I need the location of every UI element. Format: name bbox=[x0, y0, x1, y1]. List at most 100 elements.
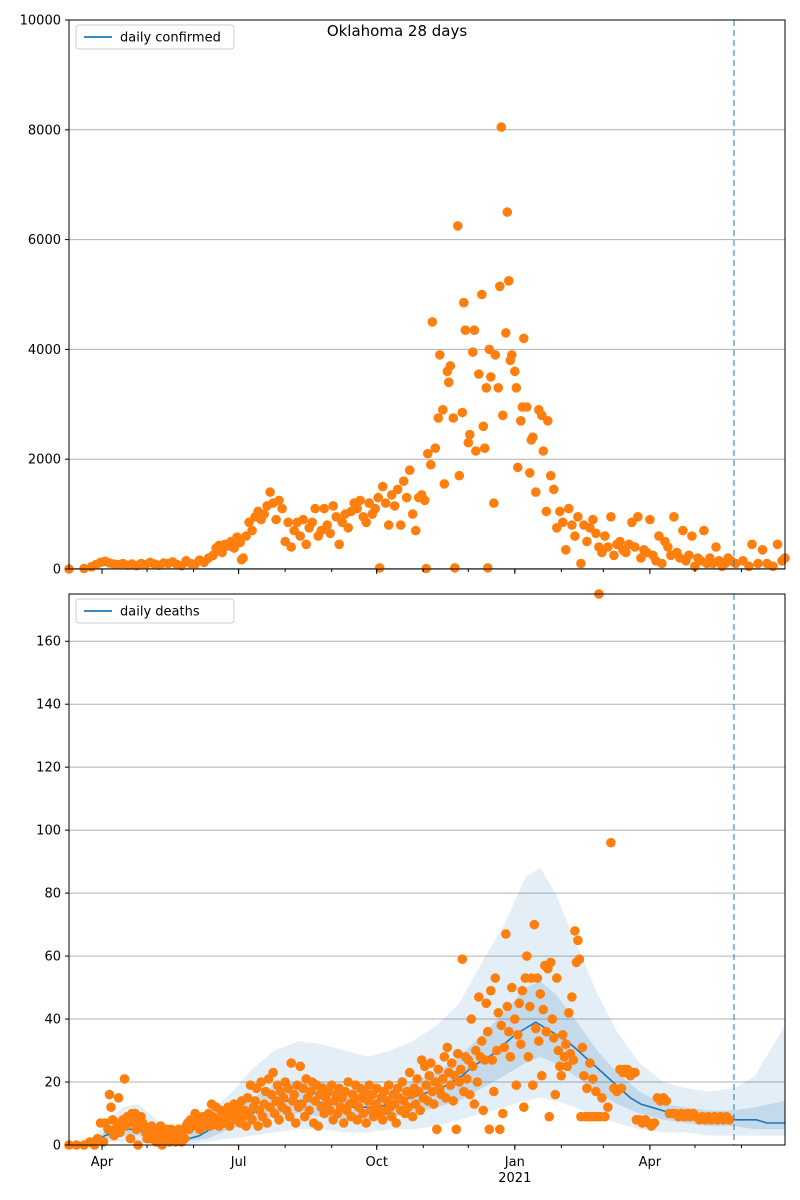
data-point bbox=[305, 1086, 316, 1097]
data-point bbox=[568, 1055, 579, 1065]
data-point bbox=[747, 539, 757, 550]
data-point bbox=[468, 1061, 478, 1072]
data-point bbox=[528, 432, 538, 443]
data-point bbox=[113, 1093, 124, 1103]
data-point bbox=[290, 1118, 301, 1128]
confirmed-panel: 0 2000 4000 6000 8000 10000 daily confirmed bbox=[20, 14, 790, 578]
data-point bbox=[573, 512, 583, 522]
data-point bbox=[426, 1058, 436, 1068]
data-point bbox=[401, 492, 412, 503]
legend-box bbox=[75, 24, 235, 50]
data-point bbox=[466, 1014, 477, 1024]
data-point bbox=[392, 484, 403, 495]
y-tick-label: 2000 bbox=[28, 453, 61, 468]
axes-frame bbox=[68, 19, 786, 570]
data-point bbox=[528, 1080, 538, 1090]
data-point bbox=[451, 1124, 462, 1135]
data-point bbox=[380, 498, 391, 508]
data-point bbox=[457, 954, 468, 964]
data-point bbox=[603, 1102, 613, 1112]
data-point bbox=[556, 1070, 567, 1081]
y-tick-label: 8000 bbox=[28, 123, 61, 138]
data-point bbox=[507, 982, 517, 993]
x-tick-label: Apr bbox=[91, 1155, 114, 1170]
y-tick-label: 140 bbox=[36, 698, 61, 713]
axes-frame bbox=[68, 593, 786, 1146]
data-point bbox=[326, 1080, 337, 1090]
data-point bbox=[389, 501, 400, 511]
data-point bbox=[432, 1124, 442, 1135]
data-point bbox=[361, 1118, 372, 1128]
y-tick-label: 160 bbox=[36, 635, 61, 650]
data-point bbox=[454, 1077, 465, 1087]
data-point bbox=[453, 221, 463, 231]
data-point bbox=[507, 350, 517, 360]
data-point bbox=[493, 383, 504, 393]
y-tick-label: 0 bbox=[53, 1139, 61, 1154]
data-point bbox=[757, 545, 768, 555]
data-point bbox=[295, 531, 306, 541]
data-point bbox=[496, 1020, 507, 1031]
data-point bbox=[501, 328, 511, 338]
data-point bbox=[247, 525, 257, 536]
data-point bbox=[439, 1052, 450, 1062]
data-point bbox=[457, 407, 468, 418]
data-point bbox=[429, 1099, 439, 1109]
data-point bbox=[564, 1008, 574, 1018]
data-point bbox=[98, 1137, 109, 1147]
data-point bbox=[487, 1055, 498, 1065]
data-point bbox=[585, 1058, 595, 1068]
data-point bbox=[558, 1030, 568, 1040]
data-point bbox=[397, 1077, 408, 1087]
data-point bbox=[298, 514, 309, 525]
data-point bbox=[531, 1023, 541, 1034]
data-point bbox=[517, 985, 528, 996]
data-point bbox=[322, 520, 333, 530]
confidence-band-inner bbox=[69, 981, 785, 1145]
data-point bbox=[472, 1077, 483, 1087]
data-point bbox=[412, 1074, 423, 1084]
data-point bbox=[502, 207, 513, 217]
data-point bbox=[407, 509, 418, 519]
data-point bbox=[519, 1102, 529, 1112]
data-point bbox=[510, 1014, 520, 1024]
data-point bbox=[574, 954, 585, 964]
data-point bbox=[687, 531, 697, 541]
data-point bbox=[274, 495, 284, 506]
data-point bbox=[543, 416, 553, 426]
data-point bbox=[541, 1026, 552, 1037]
data-point bbox=[511, 1080, 522, 1090]
data-point bbox=[456, 1064, 466, 1075]
y-tick-label: 80 bbox=[44, 887, 61, 902]
data-point bbox=[468, 347, 478, 357]
data-point bbox=[502, 1001, 513, 1012]
data-point bbox=[469, 325, 480, 336]
data-point bbox=[298, 1083, 309, 1094]
data-point bbox=[343, 1077, 354, 1087]
y-tick-label: 120 bbox=[36, 761, 61, 776]
data-point bbox=[448, 413, 459, 423]
data-point bbox=[633, 512, 643, 522]
data-point bbox=[495, 281, 505, 292]
x-tick-label: Oct bbox=[365, 1155, 387, 1170]
data-point bbox=[564, 503, 574, 514]
data-point bbox=[325, 528, 336, 539]
legend: daily confirmed bbox=[75, 24, 235, 50]
data-point bbox=[499, 1042, 510, 1053]
data-point bbox=[514, 998, 525, 1009]
data-point bbox=[364, 1080, 375, 1090]
data-point bbox=[419, 495, 430, 506]
data-point bbox=[404, 1067, 415, 1078]
data-point bbox=[561, 545, 571, 555]
data-point bbox=[724, 1115, 735, 1125]
data-point bbox=[544, 1111, 555, 1122]
data-point bbox=[370, 503, 381, 514]
data-point bbox=[606, 837, 616, 848]
data-point bbox=[410, 525, 421, 536]
data-point bbox=[504, 276, 514, 286]
data-point bbox=[313, 1121, 324, 1131]
data-point bbox=[307, 517, 318, 528]
data-point bbox=[483, 563, 493, 573]
data-point bbox=[553, 1045, 564, 1056]
data-point bbox=[271, 1096, 281, 1106]
